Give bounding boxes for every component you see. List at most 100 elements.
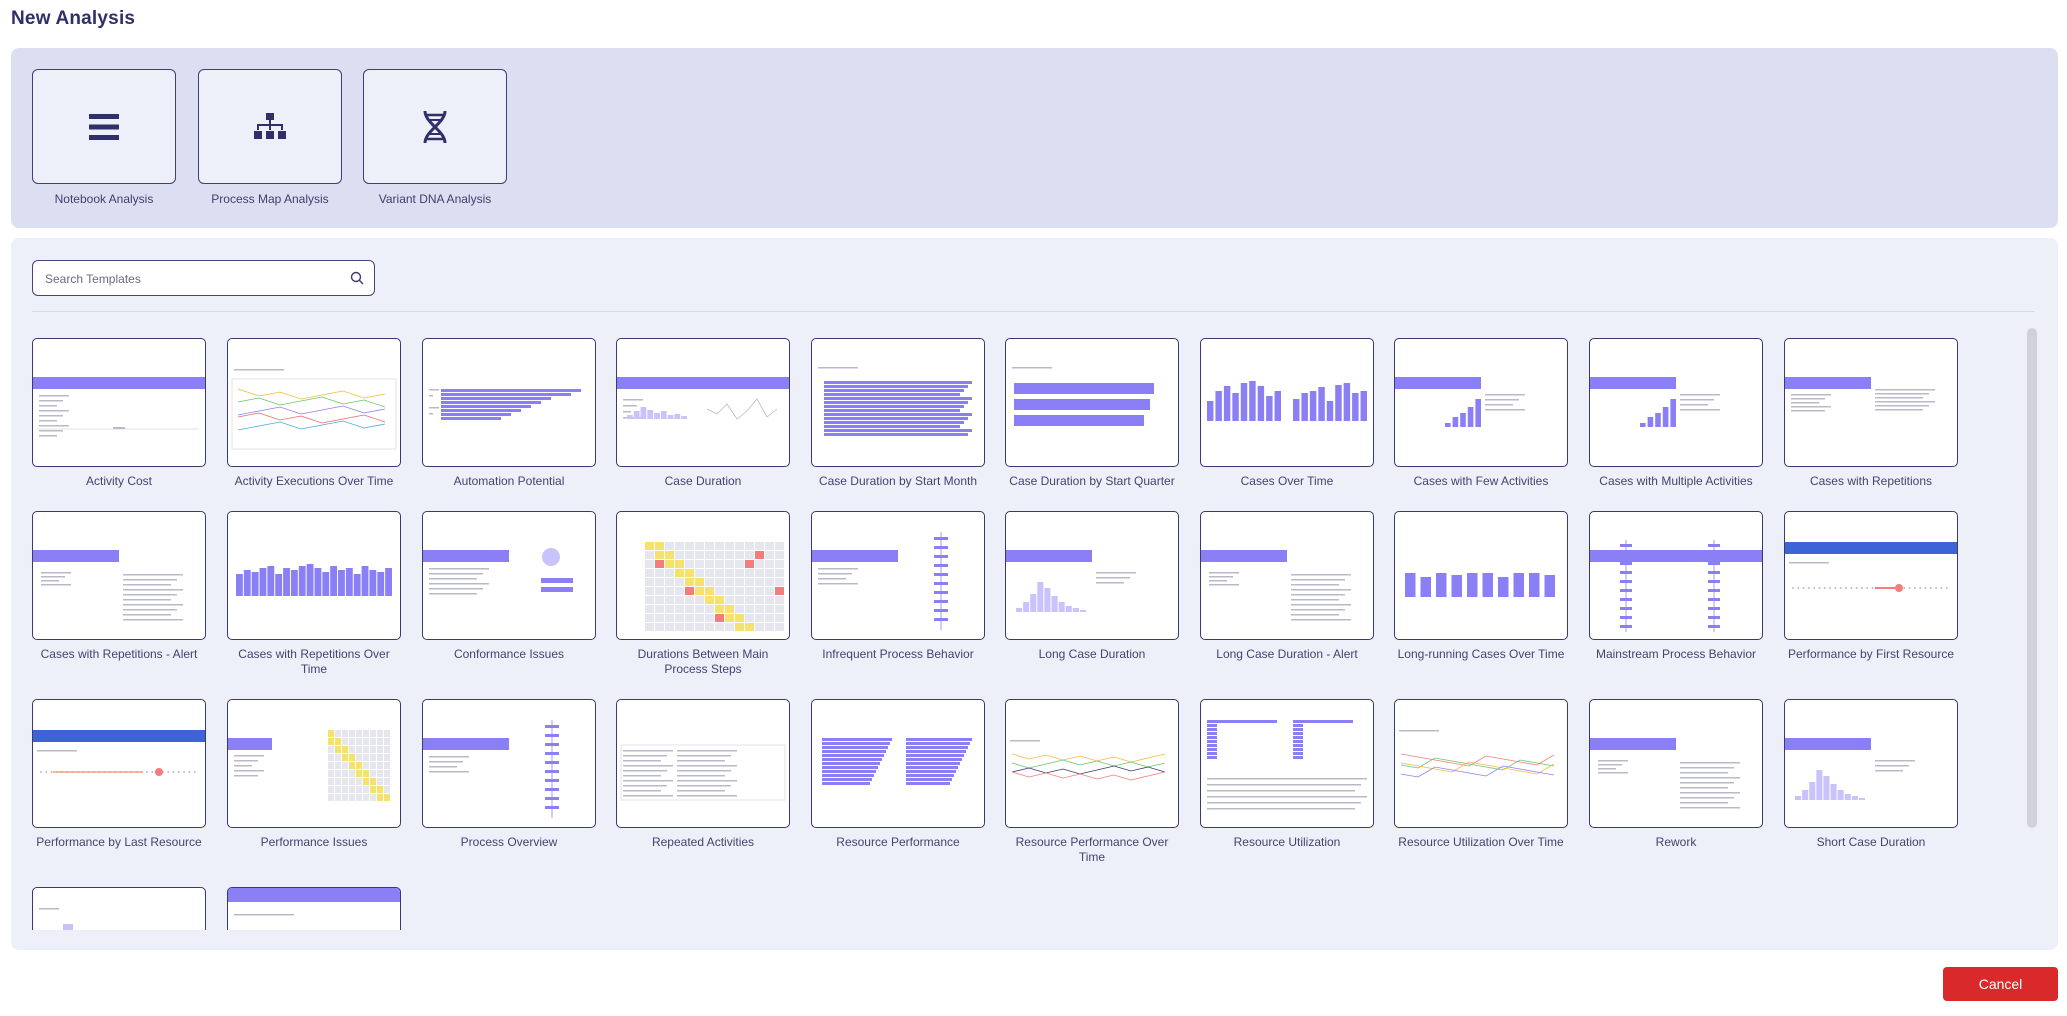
template-thumbnail[interactable] — [1200, 338, 1374, 467]
template-thumbnail[interactable] — [1589, 699, 1763, 828]
template-card[interactable]: Infrequent Process Behavior — [811, 511, 985, 662]
template-label: Cases with Repetitions Over Time — [238, 647, 390, 676]
template-label: Performance by Last Resource — [36, 835, 202, 849]
template-card[interactable]: Repeated Activities — [616, 699, 790, 850]
template-thumbnail[interactable] — [1200, 511, 1374, 640]
template-card[interactable]: Long Case Duration - Alert — [1200, 511, 1374, 662]
template-thumbnail[interactable] — [1005, 699, 1179, 828]
template-label: Performance Issues — [260, 835, 368, 849]
template-thumbnail[interactable] — [811, 338, 985, 467]
thumbnail-preview — [228, 730, 390, 801]
template-label: Long Case Duration — [1038, 647, 1146, 661]
template-label: Rework — [1655, 835, 1697, 849]
template-card[interactable]: Resource Performance Over Time — [1005, 699, 1179, 865]
template-thumbnail[interactable] — [32, 699, 206, 828]
template-card[interactable]: Mainstream Process Behavior — [1589, 511, 1763, 662]
template-card[interactable]: Resource Utilization Over Time — [1394, 699, 1568, 850]
scrollbar[interactable] — [2027, 328, 2037, 928]
template-thumbnail[interactable] — [32, 338, 206, 467]
template-thumbnail[interactable] — [1784, 699, 1958, 828]
template-card[interactable]: Rework — [1589, 699, 1763, 850]
notebook-analysis-button[interactable] — [32, 69, 176, 184]
template-card[interactable]: Case Duration by Start Month — [811, 338, 985, 489]
template-card[interactable]: Resource Performance — [811, 699, 985, 850]
search-input[interactable] — [43, 269, 347, 289]
template-thumbnail[interactable] — [1005, 511, 1179, 640]
template-thumbnail[interactable] — [227, 511, 401, 640]
variant-dna-analysis-button[interactable] — [363, 69, 507, 184]
template-card[interactable]: Resource Utilization — [1200, 699, 1374, 850]
template-card[interactable]: Case Duration — [616, 338, 790, 489]
search-icon[interactable] — [350, 271, 364, 285]
process-map-analysis-card[interactable]: Process Map Analysis — [198, 69, 342, 206]
template-card[interactable]: Case Duration by Start Quarter — [1005, 338, 1179, 489]
analysis-type-panel: Notebook Analysis Process Map Analysis — [11, 48, 2058, 228]
template-thumbnail[interactable] — [32, 511, 206, 640]
thumbnail-preview — [33, 377, 205, 437]
notebook-analysis-card[interactable]: Notebook Analysis — [32, 69, 176, 206]
template-label: Resource Utilization — [1233, 835, 1341, 849]
thumbnail-preview — [1006, 550, 1136, 612]
template-label: Repeated Activities — [651, 835, 755, 849]
template-card[interactable]: Activity Executions Over Time — [227, 338, 401, 489]
template-thumbnail[interactable] — [1589, 338, 1763, 467]
template-card[interactable]: Long Case Duration — [1005, 511, 1179, 662]
template-thumbnail[interactable] — [32, 887, 206, 930]
template-thumbnail[interactable] — [422, 699, 596, 828]
template-thumbnail[interactable] — [616, 511, 790, 640]
template-card[interactable]: Performance Issues — [227, 699, 401, 850]
template-card[interactable]: Cases with Few Activities — [1394, 338, 1568, 489]
template-card[interactable]: Cases with Repetitions — [1784, 338, 1958, 489]
thumbnail-preview — [1405, 573, 1555, 597]
variant-dna-analysis-card[interactable]: Variant DNA Analysis — [363, 69, 507, 206]
scrollbar-thumb[interactable] — [2027, 328, 2037, 828]
template-thumbnail[interactable] — [227, 887, 401, 930]
template-card[interactable] — [227, 887, 401, 930]
template-label: Activity Executions Over Time — [234, 474, 394, 488]
template-thumbnail[interactable] — [1394, 511, 1568, 640]
template-thumbnail[interactable] — [422, 338, 596, 467]
template-card[interactable]: Activity Cost — [32, 338, 206, 489]
template-thumbnail[interactable] — [616, 699, 790, 828]
template-card[interactable]: Performance by First Resource — [1784, 511, 1958, 662]
template-card[interactable]: Durations Between Main Process Steps — [616, 511, 790, 677]
template-thumbnail[interactable] — [616, 338, 790, 467]
template-thumbnail[interactable] — [227, 699, 401, 828]
thumbnail-preview — [1395, 377, 1525, 427]
thumbnail-preview — [236, 564, 392, 596]
search-box[interactable] — [32, 260, 375, 296]
template-thumbnail[interactable] — [1005, 338, 1179, 467]
template-card[interactable] — [32, 887, 206, 930]
template-thumbnail[interactable] — [1200, 699, 1374, 828]
thumbnail-preview — [33, 730, 205, 776]
template-thumbnail[interactable] — [811, 699, 985, 828]
template-thumbnail[interactable] — [1784, 338, 1958, 467]
thumbnail-preview — [1590, 540, 1762, 632]
thumbnail-preview — [818, 367, 972, 436]
template-label: Resource Utilization Over Time — [1398, 835, 1564, 849]
template-card[interactable]: Automation Potential — [422, 338, 596, 489]
variant-dna-analysis-label: Variant DNA Analysis — [378, 192, 492, 206]
template-label: Process Overview — [460, 835, 558, 849]
process-map-analysis-button[interactable] — [198, 69, 342, 184]
template-card[interactable]: Cases with Repetitions Over Time — [227, 511, 401, 677]
template-thumbnail[interactable] — [1394, 338, 1568, 467]
template-label: Short Case Duration — [1816, 835, 1926, 849]
template-card[interactable]: Cases Over Time — [1200, 338, 1374, 489]
template-thumbnail[interactable] — [1589, 511, 1763, 640]
template-card[interactable]: Performance by Last Resource — [32, 699, 206, 850]
template-card[interactable]: Process Overview — [422, 699, 596, 850]
template-card[interactable]: Cases with Repetitions - Alert — [32, 511, 206, 662]
template-thumbnail[interactable] — [422, 511, 596, 640]
template-card[interactable]: Conformance Issues — [422, 511, 596, 662]
notebook-analysis-label: Notebook Analysis — [54, 192, 154, 206]
template-thumbnail[interactable] — [227, 338, 401, 467]
template-card[interactable]: Cases with Multiple Activities — [1589, 338, 1763, 489]
template-thumbnail[interactable] — [1394, 699, 1568, 828]
template-card[interactable]: Long-running Cases Over Time — [1394, 511, 1568, 662]
template-card[interactable]: Short Case Duration — [1784, 699, 1958, 850]
template-label: Resource Performance Over Time — [1015, 835, 1169, 864]
template-thumbnail[interactable] — [811, 511, 985, 640]
cancel-button[interactable]: Cancel — [1943, 967, 2058, 1001]
template-thumbnail[interactable] — [1784, 511, 1958, 640]
